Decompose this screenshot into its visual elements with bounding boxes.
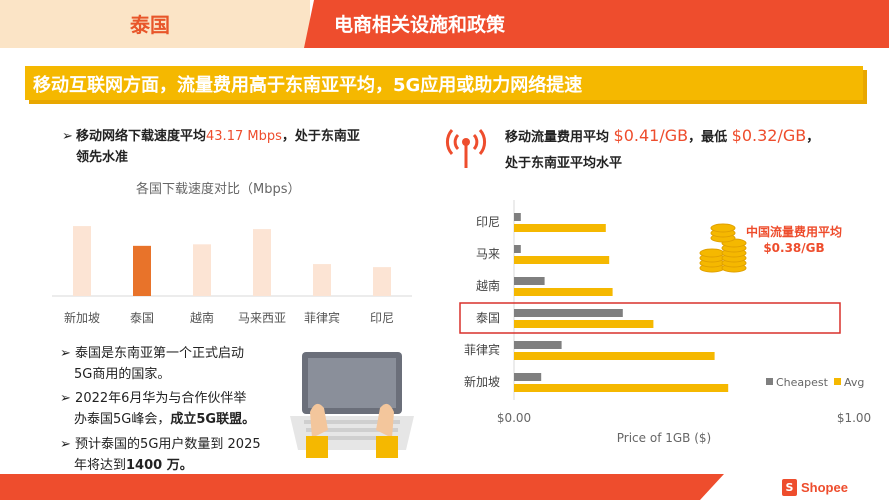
bullet-2-bold: 成立5G联盟。: [170, 412, 256, 427]
cost-category-label: 新加坡: [464, 374, 500, 389]
bullet-1-line1: 泰国是东南亚第一个正式启动: [75, 346, 245, 361]
speed-bar: [253, 229, 271, 296]
cost-category-label: 菲律宾: [464, 342, 500, 357]
avg-bar: [514, 256, 610, 264]
cost-avg: $0.41/GB: [613, 126, 689, 145]
cheapest-bar: [514, 341, 562, 349]
cheapest-bar: [514, 277, 545, 285]
speed-note: ➢ 移动网络下载速度平均43.17 Mbps，处于东南亚 领先水准: [62, 126, 402, 168]
speed-suffix: ，处于东南亚: [281, 129, 360, 144]
bullet-marker: ➢: [62, 129, 73, 144]
speed-category-label: 马来西亚: [238, 311, 286, 325]
bullet-3-bold: 1400 万。: [126, 458, 193, 473]
cost-prefix: 移动流量费用平均: [505, 130, 614, 145]
cheapest-bar: [514, 213, 521, 221]
speed-value: 43.17 Mbps: [206, 129, 282, 144]
speed-bar: [193, 244, 211, 296]
cost-category-label: 泰国: [476, 311, 500, 325]
cost-min: $0.32/GB: [731, 126, 807, 145]
laptop-typing-icon: [290, 352, 414, 458]
cost-category-label: 印尼: [476, 215, 500, 229]
headline-text: 移动互联网方面，流量费用高于东南亚平均，5G应用或助力网络提速: [33, 75, 583, 96]
bullet-3-line2: 年将达到: [74, 458, 127, 473]
bullet-3-line1: 预计泰国的5G用户数量到 2025: [75, 437, 261, 452]
speed-chart-title: 各国下载速度对比（Mbps）: [136, 182, 301, 197]
bullet-2: ➢ 2022年6月华为与合作伙伴举 办泰国5G峰会，成立5G联盟。: [60, 388, 255, 430]
speed-bar: [73, 226, 91, 296]
avg-bar: [514, 320, 654, 328]
cost-line-2: 处于东南亚平均水平: [505, 156, 623, 171]
avg-bar: [514, 288, 613, 296]
bullet-1: ➢ 泰国是东南亚第一个正式启动 5G商用的国家。: [60, 343, 244, 385]
bullet-2-line1: 2022年6月华为与合作伙伴举: [75, 391, 247, 406]
header-country-panel: 泰国: [0, 0, 310, 48]
speed-category-label: 新加坡: [64, 310, 100, 325]
china-cost-value: $0.38/GB: [763, 241, 825, 255]
cost-category-label: 越南: [476, 278, 500, 293]
bullet-marker: ➢: [60, 437, 71, 452]
x-tick-label: $1.00: [837, 411, 871, 425]
china-cost-note: 中国流量费用平均 $0.38/GB: [746, 224, 842, 256]
speed-bar: [133, 245, 151, 296]
header-section-panel: 电商相关设施和政策: [304, 0, 889, 48]
speed-category-label: 菲律宾: [304, 310, 340, 325]
shopee-brand-name: Shopee: [801, 479, 848, 495]
avg-bar: [514, 384, 729, 392]
legend-avg-label: Avg: [844, 376, 864, 389]
cheapest-bar: [514, 245, 521, 253]
cost-mid: ，最低: [688, 130, 732, 145]
highlight-box: [459, 302, 841, 334]
speed-category-label: 印尼: [370, 311, 394, 325]
speed-category-label: 泰国: [130, 311, 154, 325]
shopee-bag-icon: S: [782, 478, 797, 496]
cheapest-bar: [514, 309, 623, 317]
legend-cheapest-label: Cheapest: [776, 376, 829, 389]
coins-icon: [699, 223, 747, 273]
signal-tower-icon: [445, 129, 487, 168]
bullet-marker: ➢: [60, 391, 71, 406]
cost-line-1: 移动流量费用平均 $0.41/GB，最低 $0.32/GB，: [505, 126, 819, 145]
legend-avg-swatch: [834, 378, 841, 385]
avg-bar: [514, 224, 606, 232]
speed-bar: [313, 264, 331, 296]
speed-bar-chart: 新加坡 泰国 越南 马来西亚 菲律宾 印尼: [52, 226, 412, 325]
speed-bar: [373, 267, 391, 296]
cheapest-bar: [514, 373, 542, 381]
speed-prefix: 移动网络下载速度平均: [76, 129, 207, 144]
bullet-2-line2: 办泰国5G峰会，: [74, 412, 171, 427]
legend-cheapest-swatch: [766, 378, 773, 385]
headline-banner: 移动互联网方面，流量费用高于东南亚平均，5G应用或助力网络提速: [25, 66, 863, 100]
china-cost-label: 中国流量费用平均: [746, 225, 843, 239]
shopee-logo: S Shopee: [782, 478, 848, 496]
section-title: 电商相关设施和政策: [334, 14, 506, 36]
bullet-marker: ➢: [60, 346, 71, 361]
cost-suffix: ，: [806, 130, 820, 145]
x-tick-label: $0.00: [497, 411, 531, 425]
speed-category-label: 越南: [190, 310, 214, 325]
x-axis-label: Price of 1GB ($): [617, 431, 711, 445]
country-title: 泰国: [130, 13, 170, 37]
cost-category-label: 马来: [476, 247, 500, 261]
speed-line2: 领先水准: [76, 150, 129, 165]
bullet-1-line2: 5G商用的国家。: [74, 367, 171, 382]
bullet-3: ➢ 预计泰国的5G用户数量到 2025 年将达到1400 万。: [60, 434, 261, 476]
avg-bar: [514, 352, 715, 360]
